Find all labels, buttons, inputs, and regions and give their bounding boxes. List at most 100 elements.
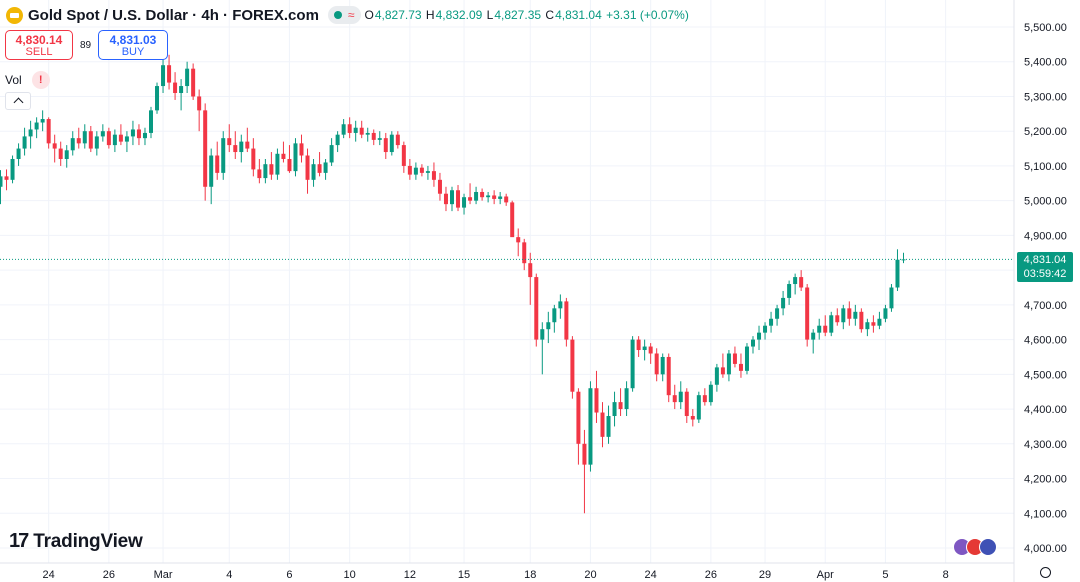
candle	[347, 117, 352, 139]
candle	[456, 185, 461, 212]
candle	[618, 388, 623, 417]
candle	[221, 131, 226, 180]
candle	[311, 158, 316, 187]
market-open-icon	[333, 11, 342, 19]
candle	[305, 148, 310, 194]
candle	[793, 273, 798, 295]
last-price-value: 4,831.04	[1023, 254, 1067, 266]
candle	[714, 363, 719, 392]
candle	[52, 134, 57, 163]
x-tick-label: 4	[226, 569, 232, 581]
candle	[413, 162, 418, 180]
y-tick-label: 5,200.00	[1024, 126, 1067, 138]
candle	[275, 148, 280, 180]
market-status-pill[interactable]: ≈	[327, 6, 361, 24]
x-tick-label: 26	[705, 569, 717, 581]
candle	[16, 143, 21, 166]
candle	[377, 131, 382, 146]
candle	[492, 190, 497, 205]
chevron-up-icon	[13, 97, 23, 108]
candle	[209, 148, 214, 205]
candle	[341, 119, 346, 139]
candle	[895, 249, 900, 291]
candle	[287, 145, 292, 173]
candle	[642, 339, 647, 361]
candle	[732, 346, 737, 368]
x-tick-label: Mar	[154, 569, 173, 581]
candle	[112, 129, 117, 153]
candle	[462, 193, 467, 215]
candle	[853, 304, 858, 326]
candle	[480, 188, 485, 201]
candle	[672, 384, 677, 410]
candle	[233, 131, 238, 159]
candle	[564, 297, 569, 347]
candle	[257, 158, 262, 184]
candle	[835, 308, 840, 326]
candle	[738, 353, 743, 378]
candle	[0, 170, 3, 205]
gear-icon[interactable]	[1040, 567, 1051, 578]
candle	[329, 138, 334, 166]
candle	[636, 336, 641, 357]
candle	[769, 311, 774, 333]
candle	[588, 381, 593, 472]
candle	[10, 155, 15, 184]
candle	[498, 191, 503, 205]
candle	[353, 120, 358, 142]
candle	[678, 381, 683, 410]
candle	[847, 301, 852, 326]
candle	[173, 72, 178, 100]
y-tick-label: 5,000.00	[1024, 196, 1067, 208]
volume-indicator[interactable]: Vol !	[5, 71, 50, 89]
candle	[227, 124, 232, 153]
candle	[883, 304, 888, 323]
y-tick-label: 4,700.00	[1024, 300, 1067, 312]
warning-icon[interactable]: !	[31, 71, 50, 89]
candle	[805, 284, 810, 347]
candle	[540, 322, 545, 375]
y-tick-label: 4,600.00	[1024, 335, 1067, 347]
x-tick-label: 8	[943, 569, 949, 581]
candle	[720, 353, 725, 378]
candle	[245, 127, 250, 153]
candle	[130, 120, 135, 146]
y-tick-label: 5,500.00	[1024, 22, 1067, 34]
candle	[70, 131, 75, 156]
buy-button[interactable]: 4,831.03 BUY	[98, 30, 168, 60]
candle	[185, 61, 190, 93]
x-tick-label: 20	[584, 569, 596, 581]
candle	[630, 336, 635, 392]
candle	[510, 200, 515, 238]
candle	[552, 304, 557, 333]
candle	[606, 405, 611, 444]
x-tick-label: 15	[458, 569, 470, 581]
y-tick-label: 4,200.00	[1024, 474, 1067, 486]
candle	[167, 54, 172, 90]
candle	[239, 134, 244, 163]
symbol-title[interactable]: Gold Spot / U.S. Dollar · 4h · FOREX.com	[28, 6, 319, 24]
candle	[546, 311, 551, 344]
candle	[269, 152, 274, 180]
candle	[203, 103, 208, 201]
y-tick-label: 4,500.00	[1024, 369, 1067, 381]
volume-label: Vol	[5, 73, 22, 87]
candle	[317, 152, 322, 177]
candle	[64, 145, 69, 168]
candle	[437, 172, 442, 201]
candle	[407, 158, 412, 180]
last-price-tag: 4,831.04 03:59:42	[1017, 252, 1073, 282]
sell-button[interactable]: 4,830.14 SELL	[5, 30, 73, 60]
candle	[94, 131, 99, 156]
candle	[142, 127, 147, 146]
candle	[570, 336, 575, 399]
y-tick-label: 4,300.00	[1024, 439, 1067, 451]
event-icon-us-flag-2[interactable]	[979, 538, 997, 556]
economic-events[interactable]	[953, 538, 997, 556]
candle	[865, 318, 870, 337]
tradingview-mark-icon: 17	[9, 530, 29, 552]
candle	[197, 89, 202, 132]
candle	[763, 322, 768, 340]
collapse-indicators-button[interactable]	[5, 92, 31, 110]
